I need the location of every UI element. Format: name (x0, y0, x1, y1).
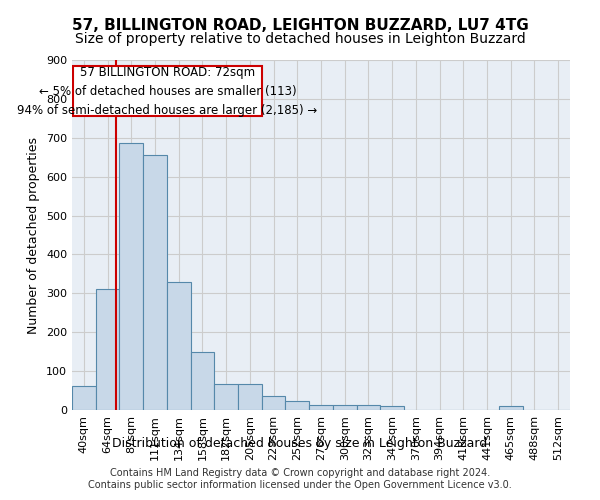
FancyBboxPatch shape (73, 66, 262, 116)
Text: 57, BILLINGTON ROAD, LEIGHTON BUZZARD, LU7 4TG: 57, BILLINGTON ROAD, LEIGHTON BUZZARD, L… (71, 18, 529, 32)
Bar (96, 290, 119, 410)
Bar (214, 384, 238, 410)
Bar (167, 282, 191, 410)
Bar (191, 352, 214, 410)
Text: Size of property relative to detached houses in Leighton Buzzard: Size of property relative to detached ho… (74, 32, 526, 46)
Y-axis label: Number of detached properties: Number of detached properties (28, 136, 40, 334)
Text: 57 BILLINGTON ROAD: 72sqm
← 5% of detached houses are smaller (113)
94% of semi-: 57 BILLINGTON ROAD: 72sqm ← 5% of detach… (17, 66, 317, 116)
Text: Contains HM Land Registry data © Crown copyright and database right 2024.
Contai: Contains HM Land Registry data © Crown c… (88, 468, 512, 490)
Bar (309, 406, 333, 410)
Text: Distribution of detached houses by size in Leighton Buzzard: Distribution of detached houses by size … (112, 438, 488, 450)
Bar (119, 143, 143, 410)
Bar (380, 406, 404, 410)
Bar (356, 406, 380, 410)
Bar (499, 406, 523, 410)
Bar (238, 384, 262, 410)
Bar (143, 156, 167, 410)
Bar (333, 406, 356, 410)
Bar (72, 386, 96, 410)
Bar (286, 402, 309, 410)
Bar (262, 396, 286, 410)
